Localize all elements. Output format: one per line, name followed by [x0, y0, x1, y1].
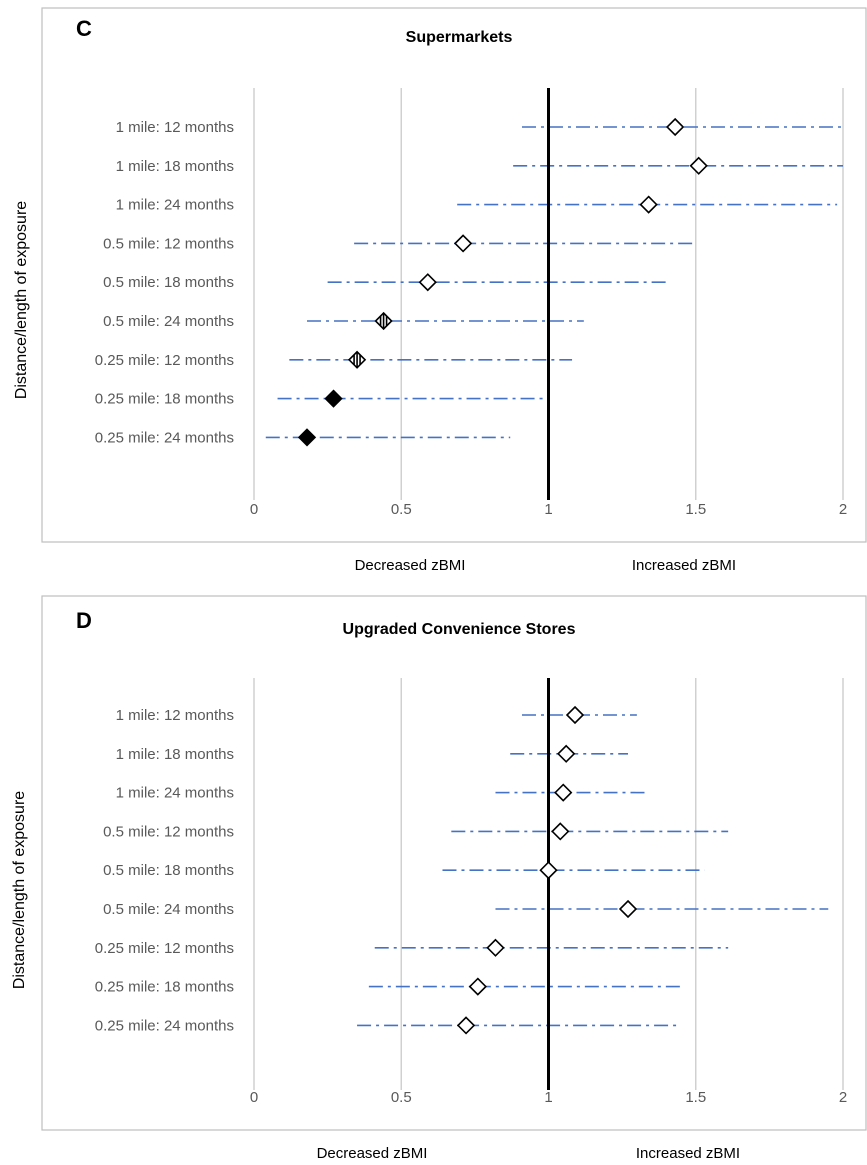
- forest-plot-convenience-stores: D Upgraded Convenience Stores Distance/l…: [0, 590, 867, 1165]
- y-axis-label: Distance/length of exposure: [13, 201, 30, 399]
- x-tick-label: 0.5: [391, 1089, 412, 1106]
- x-tick-label: 1: [544, 501, 552, 518]
- x-tick-label: 2: [839, 501, 847, 518]
- category-label: 1 mile: 12 months: [116, 119, 234, 136]
- panel-letter: C: [76, 16, 92, 41]
- category-label: 1 mile: 18 months: [116, 158, 234, 175]
- x-tick-label: 0.5: [391, 501, 412, 518]
- category-label: 0.5 mile: 18 months: [103, 862, 234, 879]
- point-estimate-marker: [456, 1016, 476, 1035]
- category-label: 1 mile: 12 months: [116, 707, 234, 724]
- category-label: 1 mile: 24 months: [116, 197, 234, 214]
- category-label: 0.25 mile: 18 months: [95, 979, 234, 996]
- chart-title: Supermarkets: [406, 29, 513, 46]
- point-estimate-marker: [324, 389, 343, 408]
- x-tick-label: 1.5: [685, 501, 706, 518]
- point-estimate-marker: [418, 273, 437, 292]
- plot-layer: 0 0.5 1 1.5 2 1 mile: 12 months 1 mile: 18 mon…: [95, 678, 847, 1106]
- point-estimate-marker: [453, 234, 473, 253]
- category-label: 0.5 mile: 18 months: [103, 274, 234, 291]
- point-estimate-marker: [557, 744, 576, 763]
- category-label: 1 mile: 18 months: [116, 746, 234, 763]
- category-label: 0.5 mile: 12 months: [103, 235, 234, 252]
- point-estimate-marker: [689, 156, 708, 175]
- chart-title: Upgraded Convenience Stores: [343, 621, 576, 638]
- decreased-label: Decreased zBMI: [317, 1145, 428, 1162]
- point-estimate-marker: [297, 428, 317, 447]
- chart-svg-convenience-stores: D Upgraded Convenience Stores Distance/l…: [11, 595, 867, 1162]
- increased-label: Increased zBMI: [636, 1145, 740, 1162]
- x-tick-label: 2: [839, 1089, 847, 1106]
- category-label: 0.5 mile: 12 months: [103, 823, 234, 840]
- chart-frame: [41, 7, 867, 543]
- point-estimate-marker: [639, 195, 658, 214]
- increased-label: Increased zBMI: [632, 557, 736, 574]
- point-estimate-marker: [554, 783, 573, 802]
- x-tick-label: 1: [544, 1089, 552, 1106]
- forest-plot-supermarkets: C Supermarkets Distance/length of exposu…: [13, 7, 867, 574]
- category-label: 1 mile: 24 months: [116, 785, 234, 802]
- point-estimate-marker: [565, 705, 585, 725]
- category-label: 0.25 mile: 24 months: [95, 429, 234, 446]
- x-tick-label: 0: [250, 501, 258, 518]
- chart-svg-supermarkets: C Supermarkets Distance/length of exposu…: [13, 7, 867, 574]
- point-estimate-marker: [551, 822, 570, 841]
- category-label: 0.5 mile: 24 months: [103, 901, 234, 918]
- point-estimate-marker: [486, 938, 505, 957]
- x-tick-label: 0: [250, 1089, 258, 1106]
- category-label: 0.25 mile: 12 months: [95, 940, 234, 957]
- plot-layer: 0 0.5 1 1.5 2 1 mile: 12 months 1 mile: 18 mon…: [95, 88, 847, 518]
- decreased-label: Decreased zBMI: [355, 557, 466, 574]
- category-label: 0.25 mile: 18 months: [95, 391, 234, 408]
- chart-frame: [41, 595, 867, 1131]
- point-estimate-marker: [468, 977, 487, 996]
- point-estimate-marker: [618, 899, 638, 919]
- category-label: 0.5 mile: 24 months: [103, 313, 234, 330]
- point-estimate-marker: [666, 117, 685, 137]
- y-axis-label: Distance/length of exposure: [11, 791, 28, 989]
- x-tick-label: 1.5: [685, 1089, 706, 1106]
- point-estimate-marker: [539, 861, 558, 880]
- category-label: 0.25 mile: 24 months: [95, 1017, 234, 1034]
- category-label: 0.25 mile: 12 months: [95, 352, 234, 369]
- panel-letter: D: [76, 608, 92, 633]
